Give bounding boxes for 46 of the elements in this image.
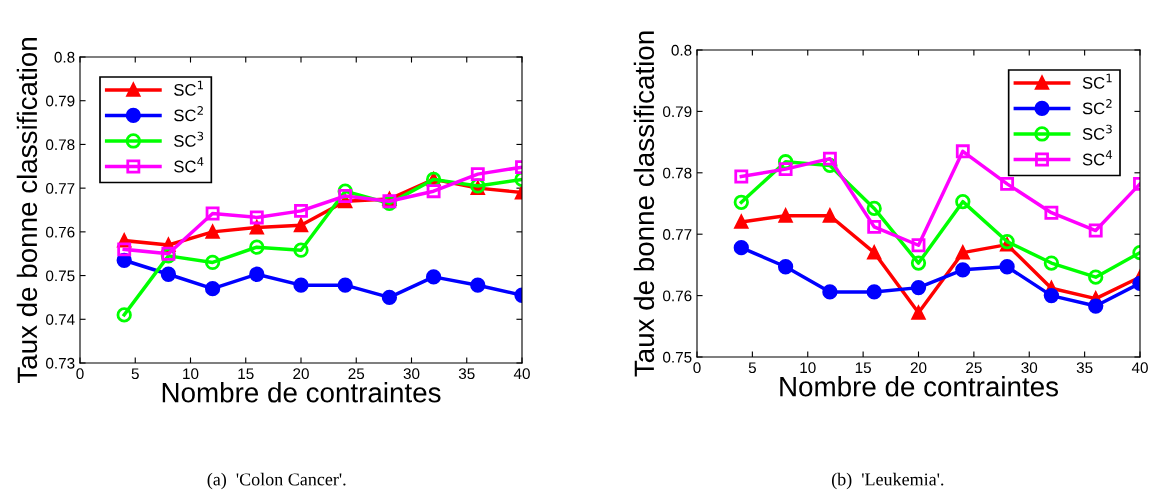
x-tick-label: 5 <box>131 368 139 380</box>
x-tick-label: 20 <box>910 362 927 374</box>
y-axis-title: Taux de bonne classification <box>633 31 655 377</box>
legend-label: SC$^{1}$ <box>174 80 203 96</box>
y-tick-label: 0.8 <box>671 44 692 56</box>
y-tick-label: 0.78 <box>663 167 692 179</box>
legend-label: SC$^{3}$ <box>1082 124 1112 140</box>
x-tick-label: 30 <box>403 368 420 380</box>
x-tick-label: 40 <box>1131 362 1148 374</box>
x-tick-label: 25 <box>966 362 982 374</box>
y-tick-label: 0.76 <box>663 290 692 302</box>
y-tick-label: 0.74 <box>46 314 75 325</box>
y-tick-label: 0.76 <box>46 226 75 238</box>
x-axis-title: Nombre de contraintes <box>780 376 1059 397</box>
x-tick-label: 25 <box>348 368 365 380</box>
y-axis-title: Taux de bonne classification <box>16 38 38 384</box>
legend-label: SC$^{1}$ <box>1082 73 1112 89</box>
x-tick-label: 15 <box>238 368 254 380</box>
y-tick-label: 0.79 <box>663 106 692 118</box>
y-tick-label: 0.77 <box>663 229 692 240</box>
x-tick-label: 10 <box>800 362 816 374</box>
x-tick-label: 20 <box>293 368 309 380</box>
y-tick-label: 0.79 <box>46 95 75 107</box>
y-tick-label: 0.77 <box>46 183 75 194</box>
x-tick-label: 15 <box>855 362 871 374</box>
x-axis-title: Nombre de contraintes <box>162 382 441 403</box>
y-tick-label: 0.75 <box>46 270 75 282</box>
text: (b) 'Leukemia'. <box>831 472 944 490</box>
legend-label: SC$^{4}$ <box>174 157 204 173</box>
x-tick-label: 35 <box>1076 362 1093 374</box>
x-tick-label: 0 <box>76 368 84 380</box>
legend-label: SC$^{3}$ <box>174 131 204 147</box>
legend-label: SC$^{4}$ <box>1082 150 1113 166</box>
legend-label: SC$^{2}$ <box>174 106 203 122</box>
y-tick-label: 0.8 <box>54 51 75 63</box>
x-tick-label: 35 <box>458 368 475 380</box>
x-tick-label: 30 <box>1021 362 1038 374</box>
y-tick-label: 0.75 <box>663 351 692 363</box>
text: (a) 'Colon Cancer'. <box>207 472 346 490</box>
x-tick-label: 10 <box>183 368 199 380</box>
x-tick-label: 40 <box>513 368 530 380</box>
y-tick-label: 0.73 <box>46 357 75 369</box>
x-tick-label: 0 <box>693 362 701 374</box>
legend-label: SC$^{2}$ <box>1082 99 1112 115</box>
y-tick-label: 0.78 <box>46 139 75 151</box>
x-tick-label: 5 <box>748 362 756 374</box>
